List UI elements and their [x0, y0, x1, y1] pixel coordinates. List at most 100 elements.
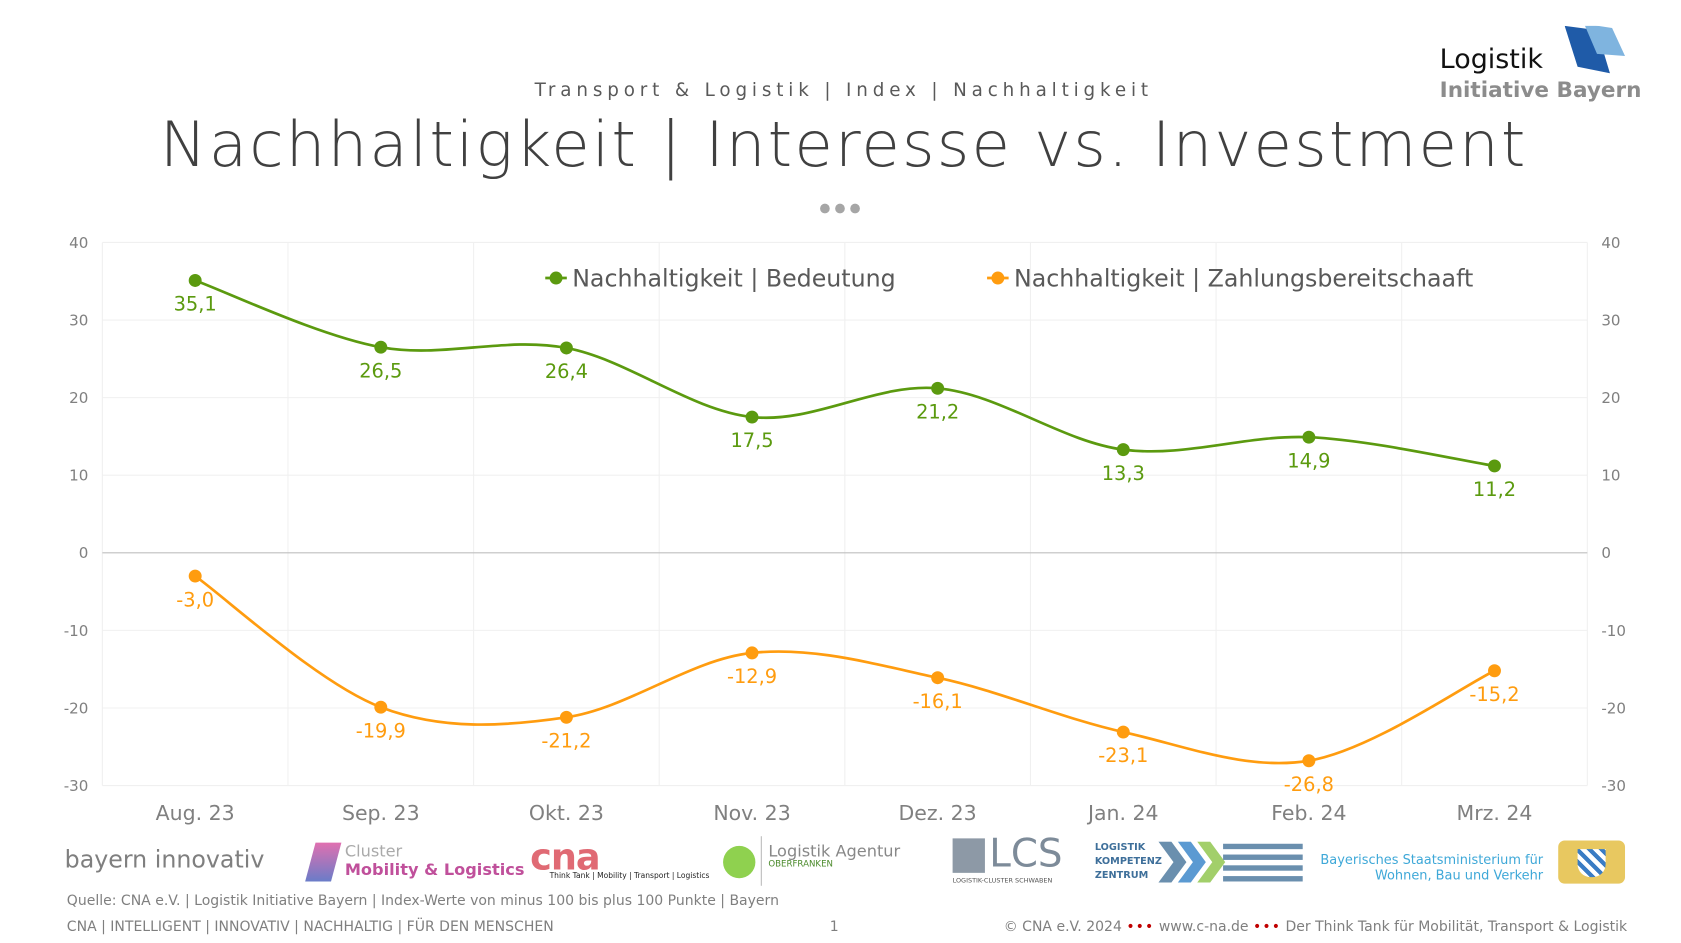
data-point — [559, 710, 573, 724]
min-1: Bayerisches Staatsministerium für — [1320, 852, 1544, 868]
logo-logistik-agentur: Logistik Agentur — [768, 841, 901, 862]
data-point — [745, 646, 759, 660]
data-label: 35,1 — [174, 293, 217, 316]
lcs-icon — [952, 838, 985, 873]
x-tick-label: Okt. 23 — [529, 801, 604, 825]
data-label: -12,9 — [727, 665, 777, 688]
data-label: -21,2 — [541, 729, 591, 752]
data-point — [374, 700, 388, 714]
y-tick-left: 40 — [69, 234, 88, 252]
y-tick-left: 30 — [69, 311, 88, 329]
copyright: © CNA e.V. 2024 — [1003, 919, 1122, 936]
x-tick-label: Dez. 23 — [899, 801, 977, 825]
y-tick-right: -30 — [1601, 777, 1626, 795]
logo-ministerium: Bayerisches Staatsministerium für Wohnen,… — [1315, 852, 1543, 882]
logo-cna-sub: Think Tank | Mobility | Transport | Logi… — [549, 871, 710, 881]
divider — [760, 836, 762, 886]
website-link[interactable]: www.c-na.de — [1158, 919, 1249, 936]
logo-lkz: LOGISTIK KOMPETENZ ZENTRUM — [1095, 842, 1162, 884]
claim: Der Think Tank für Mobilität, Transport … — [1285, 919, 1628, 936]
logo-oberfranken: OBERFRANKEN — [768, 858, 833, 869]
data-label: 26,4 — [545, 360, 588, 383]
y-tick-right: -10 — [1601, 622, 1626, 640]
data-label: 11,2 — [1473, 478, 1516, 501]
x-tick-label: Aug. 23 — [156, 801, 235, 825]
logo-cluster: Cluster — [344, 841, 403, 862]
y-tick-right: -20 — [1601, 699, 1626, 717]
data-label: 17,5 — [730, 429, 773, 452]
y-tick-right: 40 — [1601, 234, 1620, 252]
legend-label: Nachhaltigkeit | Bedeutung — [572, 265, 895, 293]
logo-mark-icon — [1564, 25, 1626, 74]
legend-marker — [991, 271, 1005, 285]
data-label: 21,2 — [916, 400, 959, 423]
data-point — [1302, 754, 1316, 768]
x-tick-label: Mrz. 24 — [1457, 801, 1533, 825]
separator-dots: ••• — [1253, 919, 1282, 936]
data-point — [931, 381, 945, 395]
cluster-logo-icon — [305, 842, 342, 882]
legend-label: Nachhaltigkeit | Zahlungsbereitschaaft — [1014, 265, 1473, 293]
data-label: -15,2 — [1469, 683, 1519, 706]
x-tick-label: Sep. 23 — [342, 801, 420, 825]
data-point — [559, 341, 573, 355]
series-line-0 — [194, 279, 1495, 468]
y-tick-left: -20 — [64, 699, 89, 717]
data-point — [188, 274, 202, 287]
x-tick-label: Feb. 24 — [1271, 801, 1346, 825]
data-label: -19,9 — [356, 719, 406, 742]
y-tick-left: 20 — [69, 389, 88, 407]
min-2: Wohnen, Bau und Verkehr — [1374, 867, 1544, 883]
data-point — [188, 569, 202, 583]
y-tick-right: 0 — [1601, 544, 1611, 562]
logo-line2: Initiative Bayern — [1439, 76, 1642, 103]
globe-icon — [723, 845, 756, 879]
dots-decoration — [820, 197, 865, 217]
data-point — [931, 671, 945, 685]
y-tick-right: 20 — [1601, 389, 1620, 407]
lkz-chevrons-icon — [1158, 841, 1303, 883]
logo-mobility-logistics: Mobility & Logistics — [344, 859, 525, 880]
data-label: -23,1 — [1098, 744, 1148, 767]
y-tick-left: 0 — [79, 544, 89, 562]
y-tick-left: 10 — [69, 467, 88, 485]
data-point — [1488, 664, 1501, 678]
page-number: 1 — [829, 919, 839, 936]
data-point — [1302, 430, 1316, 444]
lkz-3: ZENTRUM — [1094, 870, 1149, 882]
logo-lcs: LCS — [989, 831, 1063, 877]
logo-line1: Logistik — [1439, 43, 1543, 75]
x-tick-label: Jan. 24 — [1086, 801, 1159, 825]
source-note: Quelle: CNA e.V. | Logistik Initiative B… — [66, 893, 779, 910]
line-chart: 40 40 30 30 20 20 10 10 0 0 -10 -10 -20 -20 -30 -30 Aug.… — [64, 234, 1626, 825]
logo-bayern-innovativ: bayern innovativ — [64, 846, 265, 874]
x-tick-label: Nov. 23 — [713, 801, 790, 825]
lkz-1: LOGISTIK — [1094, 842, 1146, 854]
data-label: 14,9 — [1287, 449, 1330, 472]
data-point — [745, 410, 759, 424]
y-tick-left: -10 — [64, 622, 89, 640]
data-point — [374, 340, 388, 354]
copyright-line: © CNA e.V. 2024 ••• www.c-na.de ••• Der … — [1004, 919, 1627, 935]
data-label: -3,0 — [176, 588, 214, 611]
data-point — [1116, 725, 1130, 739]
data-label: -16,1 — [913, 690, 963, 713]
kicker: Transport & Logistik | Index | Nachhalti… — [534, 79, 1153, 102]
data-label: 13,3 — [1102, 462, 1145, 485]
lkz-2: KOMPETENZ — [1094, 856, 1162, 868]
data-label: 26,5 — [359, 359, 402, 382]
logo-cna: cna — [530, 836, 600, 880]
logistik-initiative-logo: Logistik Initiative Bayern — [1439, 25, 1642, 103]
tagline: CNA | INTELLIGENT | INNOVATIV | NACHHALT… — [66, 919, 554, 936]
data-point — [1488, 459, 1501, 473]
bavarian-coat-of-arms-icon — [1558, 840, 1626, 884]
y-tick-right: 30 — [1601, 311, 1620, 329]
logo-lcs-sub: LOGISTIK-CLUSTER SCHWABEN — [952, 877, 1053, 885]
y-tick-right: 10 — [1601, 467, 1620, 485]
y-tick-left: -30 — [64, 777, 89, 795]
separator-dots: ••• — [1126, 919, 1155, 936]
page-title: Nachhaltigkeit | Interesse vs. Investmen… — [159, 107, 1528, 182]
data-point — [1116, 443, 1130, 457]
data-label: -26,8 — [1284, 773, 1334, 796]
